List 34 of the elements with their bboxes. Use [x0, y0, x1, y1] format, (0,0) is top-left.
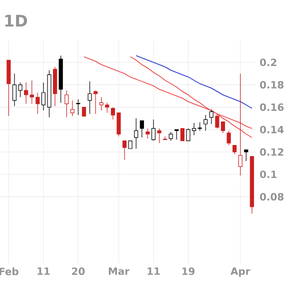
candlestick — [70, 100, 74, 116]
candlestick — [244, 149, 248, 162]
y-tick-label: 0.12 — [260, 148, 284, 156]
candlestick — [146, 128, 150, 139]
candlestick — [64, 90, 69, 118]
candlestick — [94, 90, 98, 114]
x-tick-label: 20 — [72, 268, 85, 276]
candlestick — [157, 128, 162, 144]
chart-title: 1D — [5, 14, 28, 26]
x-tick-label: Mar — [108, 268, 130, 275]
candlestick — [134, 118, 138, 149]
y-tick-label: 0.14 — [260, 126, 284, 134]
y-tick-label: 0.16 — [260, 103, 284, 111]
x-tick-label: 19 — [182, 268, 195, 276]
candlestick — [238, 73, 242, 176]
candlestick — [209, 109, 214, 124]
y-tick-label: 0.18 — [260, 81, 284, 89]
candlestick — [151, 119, 156, 142]
candlestick — [226, 130, 231, 146]
y-tick-label: 0.2 — [260, 58, 276, 66]
candlestick — [24, 82, 28, 104]
candlestick — [6, 60, 11, 116]
candlestick — [204, 114, 208, 132]
x-tick-label: Apr — [230, 268, 250, 277]
candlestick — [140, 120, 144, 138]
y-tick-label: 0.1 — [260, 170, 276, 178]
x-tick-label: 11 — [148, 268, 160, 275]
y-tick-label: 0.08 — [260, 193, 284, 201]
candlestick — [122, 140, 127, 160]
x-tick-label: 11 — [38, 268, 50, 275]
candlestick — [76, 99, 80, 116]
candlestick — [163, 136, 168, 140]
candlestick — [88, 81, 92, 114]
candlestick — [180, 128, 184, 142]
